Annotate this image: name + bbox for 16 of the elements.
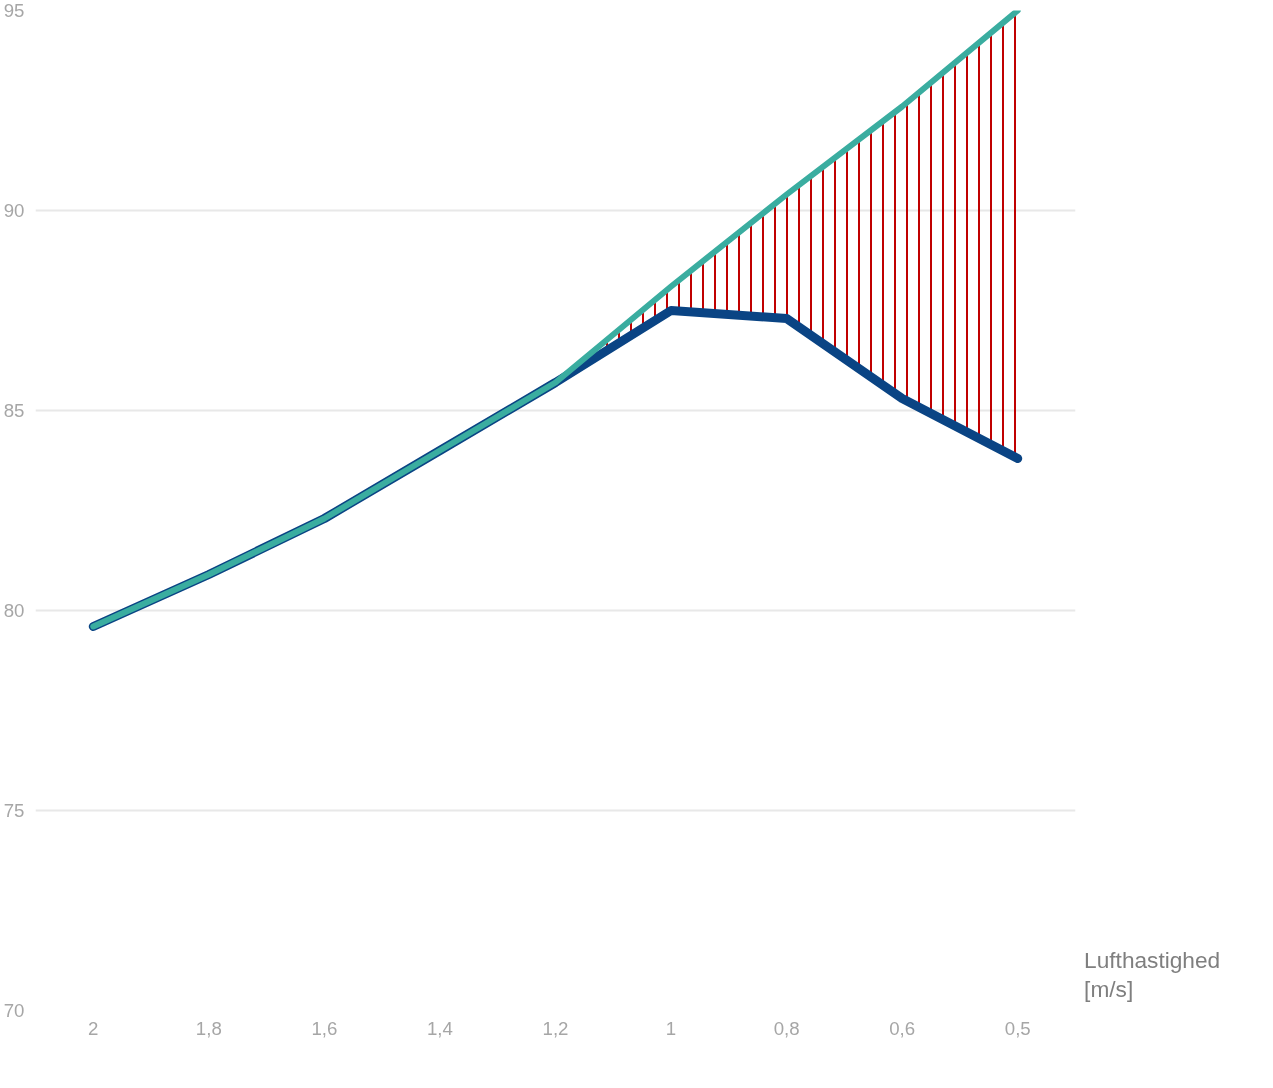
y-tick-label: 75 xyxy=(3,800,25,821)
x-tick-label: 0,6 xyxy=(889,1017,916,1039)
x-axis-title: Lufthastighed [m/s] xyxy=(1084,946,1221,1003)
y-tick-label: 90 xyxy=(3,200,25,221)
y-tick-label: 70 xyxy=(3,1000,25,1021)
x-tick-label: 1 xyxy=(665,1017,677,1039)
x-tick-label: 1,6 xyxy=(311,1017,338,1039)
x-tick-label: 2 xyxy=(88,1017,99,1039)
x-tick-label: 0,8 xyxy=(773,1017,800,1039)
x-tick-label: 1,4 xyxy=(426,1017,453,1039)
y-tick-label: 85 xyxy=(3,400,25,421)
y-tick-label: 80 xyxy=(3,600,25,621)
x-tick-label: 0,5 xyxy=(1004,1017,1031,1039)
x-tick-label: 1,8 xyxy=(195,1017,222,1039)
x-tick-label: 1,2 xyxy=(542,1017,569,1039)
y-tick-label: 95 xyxy=(3,0,25,21)
